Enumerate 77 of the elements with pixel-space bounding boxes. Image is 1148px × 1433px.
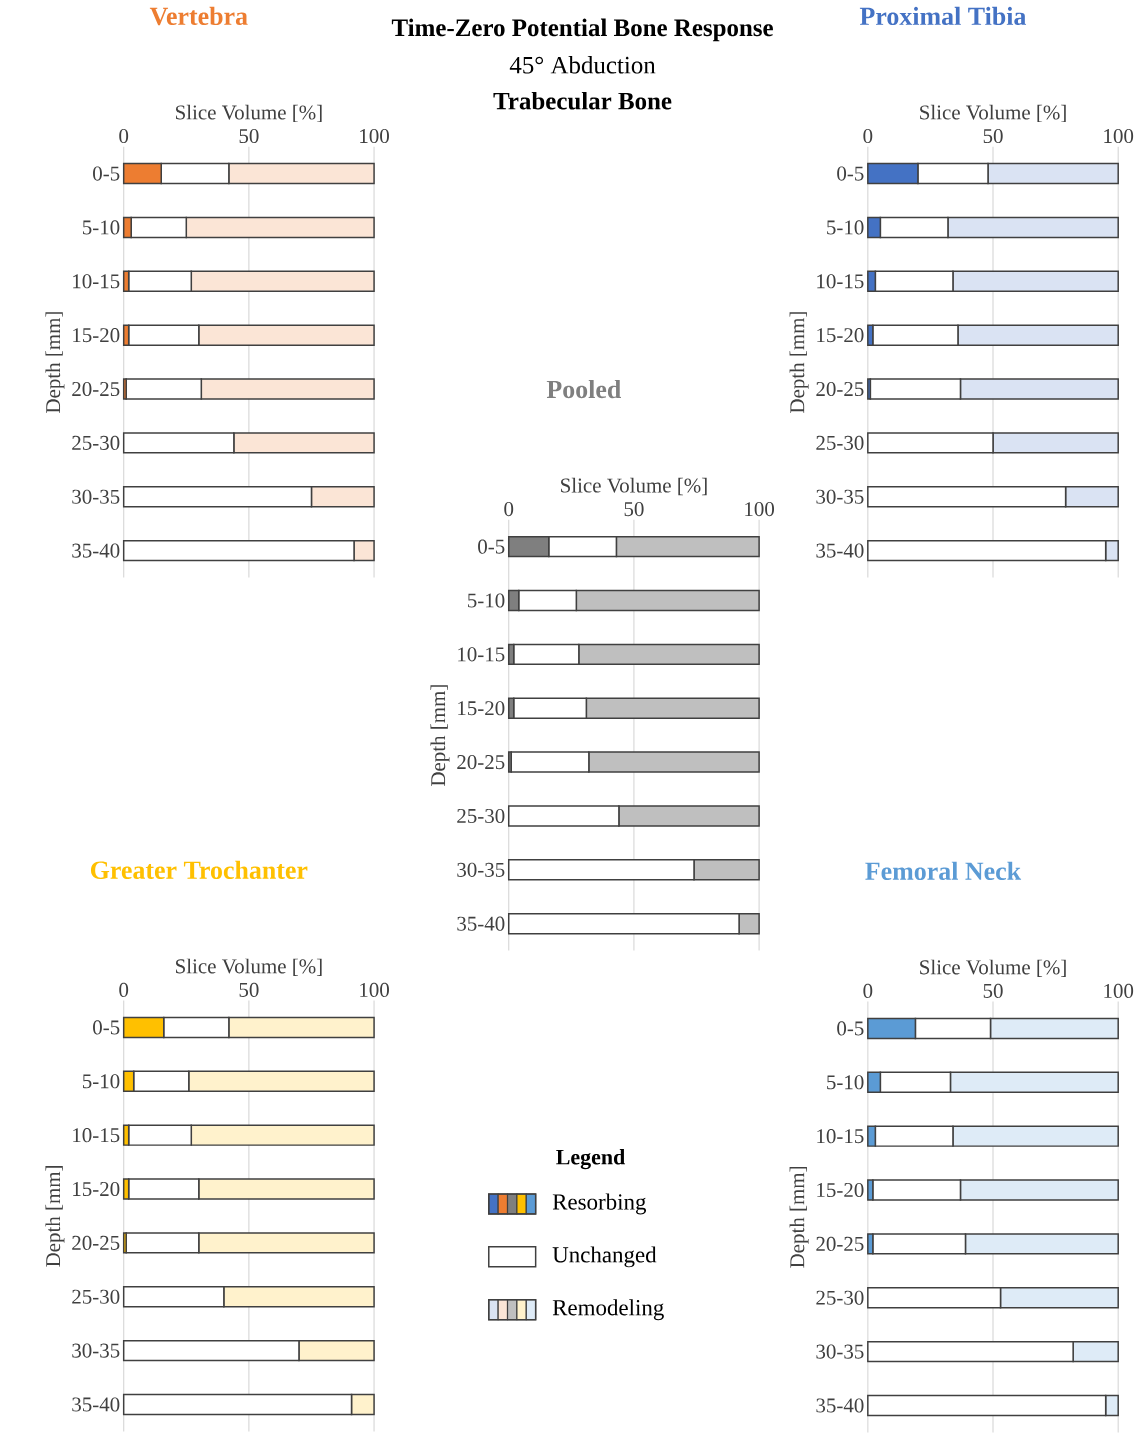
text: 45° Abduction (509, 56, 656, 74)
x-axis-title: Slice Volume [%] (920, 104, 1066, 123)
x-tick-label: 100 (745, 502, 774, 517)
y-tick-label: 20-25 (72, 381, 120, 397)
y-tick-label: 10-15 (817, 1129, 864, 1144)
legend-label: Remodeling (552, 1299, 664, 1321)
y-tick-label: 20-25 (816, 381, 864, 397)
x-tick-label: 50 (239, 128, 259, 144)
legend-label: Resorbing (552, 1193, 646, 1215)
y-tick-label: 25-30 (816, 435, 864, 450)
x-tick-label: 50 (983, 128, 1003, 144)
chart-title: Pooled (546, 379, 621, 399)
y-tick-label: 35-40 (816, 1398, 864, 1413)
y-tick-label: 5-10 (82, 220, 120, 235)
y-tick-label: 0-5 (837, 1021, 864, 1036)
chart-title: Vertebra (149, 6, 248, 26)
x-tick-label: 0 (863, 128, 873, 144)
y-tick-label: 35-40 (457, 916, 505, 931)
x-tick-label: 0 (119, 128, 129, 144)
y-axis-title: Depth [mm] (430, 685, 450, 787)
y-tick-label: 25-30 (457, 808, 505, 824)
x-tick-label: 50 (624, 502, 644, 517)
y-tick-label: 0-5 (92, 166, 120, 181)
y-axis-title: Depth [mm] (789, 1167, 809, 1268)
x-tick-label: 50 (239, 982, 259, 997)
x-tick-label: 0 (119, 982, 129, 997)
y-axis-title: Depth [mm] (789, 312, 809, 413)
text: Trabecular Bone (493, 91, 672, 110)
y-tick-label: 35-40 (72, 543, 120, 558)
text: Time-Zero Potential Bone Response (391, 18, 773, 42)
y-tick-label: 15-20 (458, 701, 505, 716)
y-tick-label: 25-30 (72, 1289, 120, 1304)
x-tick-label: 100 (1104, 128, 1134, 144)
y-tick-label: 15-20 (817, 1182, 864, 1198)
legend-title: Legend (556, 1149, 625, 1170)
x-tick-label: 0 (863, 983, 873, 998)
x-tick-label: 100 (360, 128, 389, 144)
y-tick-label: 0-5 (837, 166, 864, 181)
y-tick-label: 35-40 (72, 1397, 120, 1412)
y-tick-label: 30-35 (816, 1344, 864, 1359)
y-tick-label: 15-20 (73, 328, 120, 343)
legend-label: Unchanged (552, 1246, 657, 1268)
x-tick-label: 50 (983, 983, 1003, 998)
chart-title: Greater Trochanter (90, 860, 308, 879)
chart-title: Proximal Tibia (859, 6, 1026, 26)
x-axis-title: Slice Volume [%] (920, 959, 1066, 977)
y-tick-label: 30-35 (72, 489, 120, 504)
y-tick-label: 15-20 (73, 1181, 120, 1197)
y-tick-label: 5-10 (827, 220, 864, 235)
y-tick-label: 0-5 (478, 539, 505, 554)
y-axis-title: Depth [mm] (45, 1166, 65, 1267)
y-tick-label: 30-35 (816, 489, 864, 504)
y-tick-label: 25-30 (72, 435, 120, 450)
y-tick-label: 20-25 (72, 1235, 120, 1250)
y-tick-label: 5-10 (467, 593, 505, 608)
y-tick-label: 25-30 (816, 1290, 864, 1305)
y-tick-label: 20-25 (816, 1236, 864, 1251)
y-tick-label: 15-20 (817, 328, 864, 343)
y-tick-label: 30-35 (457, 862, 505, 877)
x-axis-title: Slice Volume [%] (561, 477, 707, 496)
y-axis-title: Depth [mm] (45, 312, 65, 413)
x-tick-label: 0 (504, 502, 514, 517)
y-tick-label: 5-10 (827, 1075, 864, 1090)
chart-title: Femoral Neck (865, 861, 1022, 880)
y-tick-label: 10-15 (817, 274, 864, 289)
y-tick-label: 30-35 (72, 1343, 120, 1358)
y-tick-label: 10-15 (458, 647, 505, 662)
x-axis-title: Slice Volume [%] (175, 104, 322, 123)
y-tick-label: 20-25 (457, 755, 505, 770)
y-tick-label: 5-10 (82, 1074, 120, 1089)
x-axis-title: Slice Volume [%] (175, 958, 322, 976)
y-tick-label: 10-15 (73, 274, 120, 289)
y-tick-label: 35-40 (816, 543, 864, 558)
y-tick-label: 0-5 (92, 1020, 120, 1035)
x-tick-label: 100 (360, 982, 389, 997)
y-tick-label: 10-15 (73, 1128, 120, 1143)
x-tick-label: 100 (1104, 983, 1134, 998)
